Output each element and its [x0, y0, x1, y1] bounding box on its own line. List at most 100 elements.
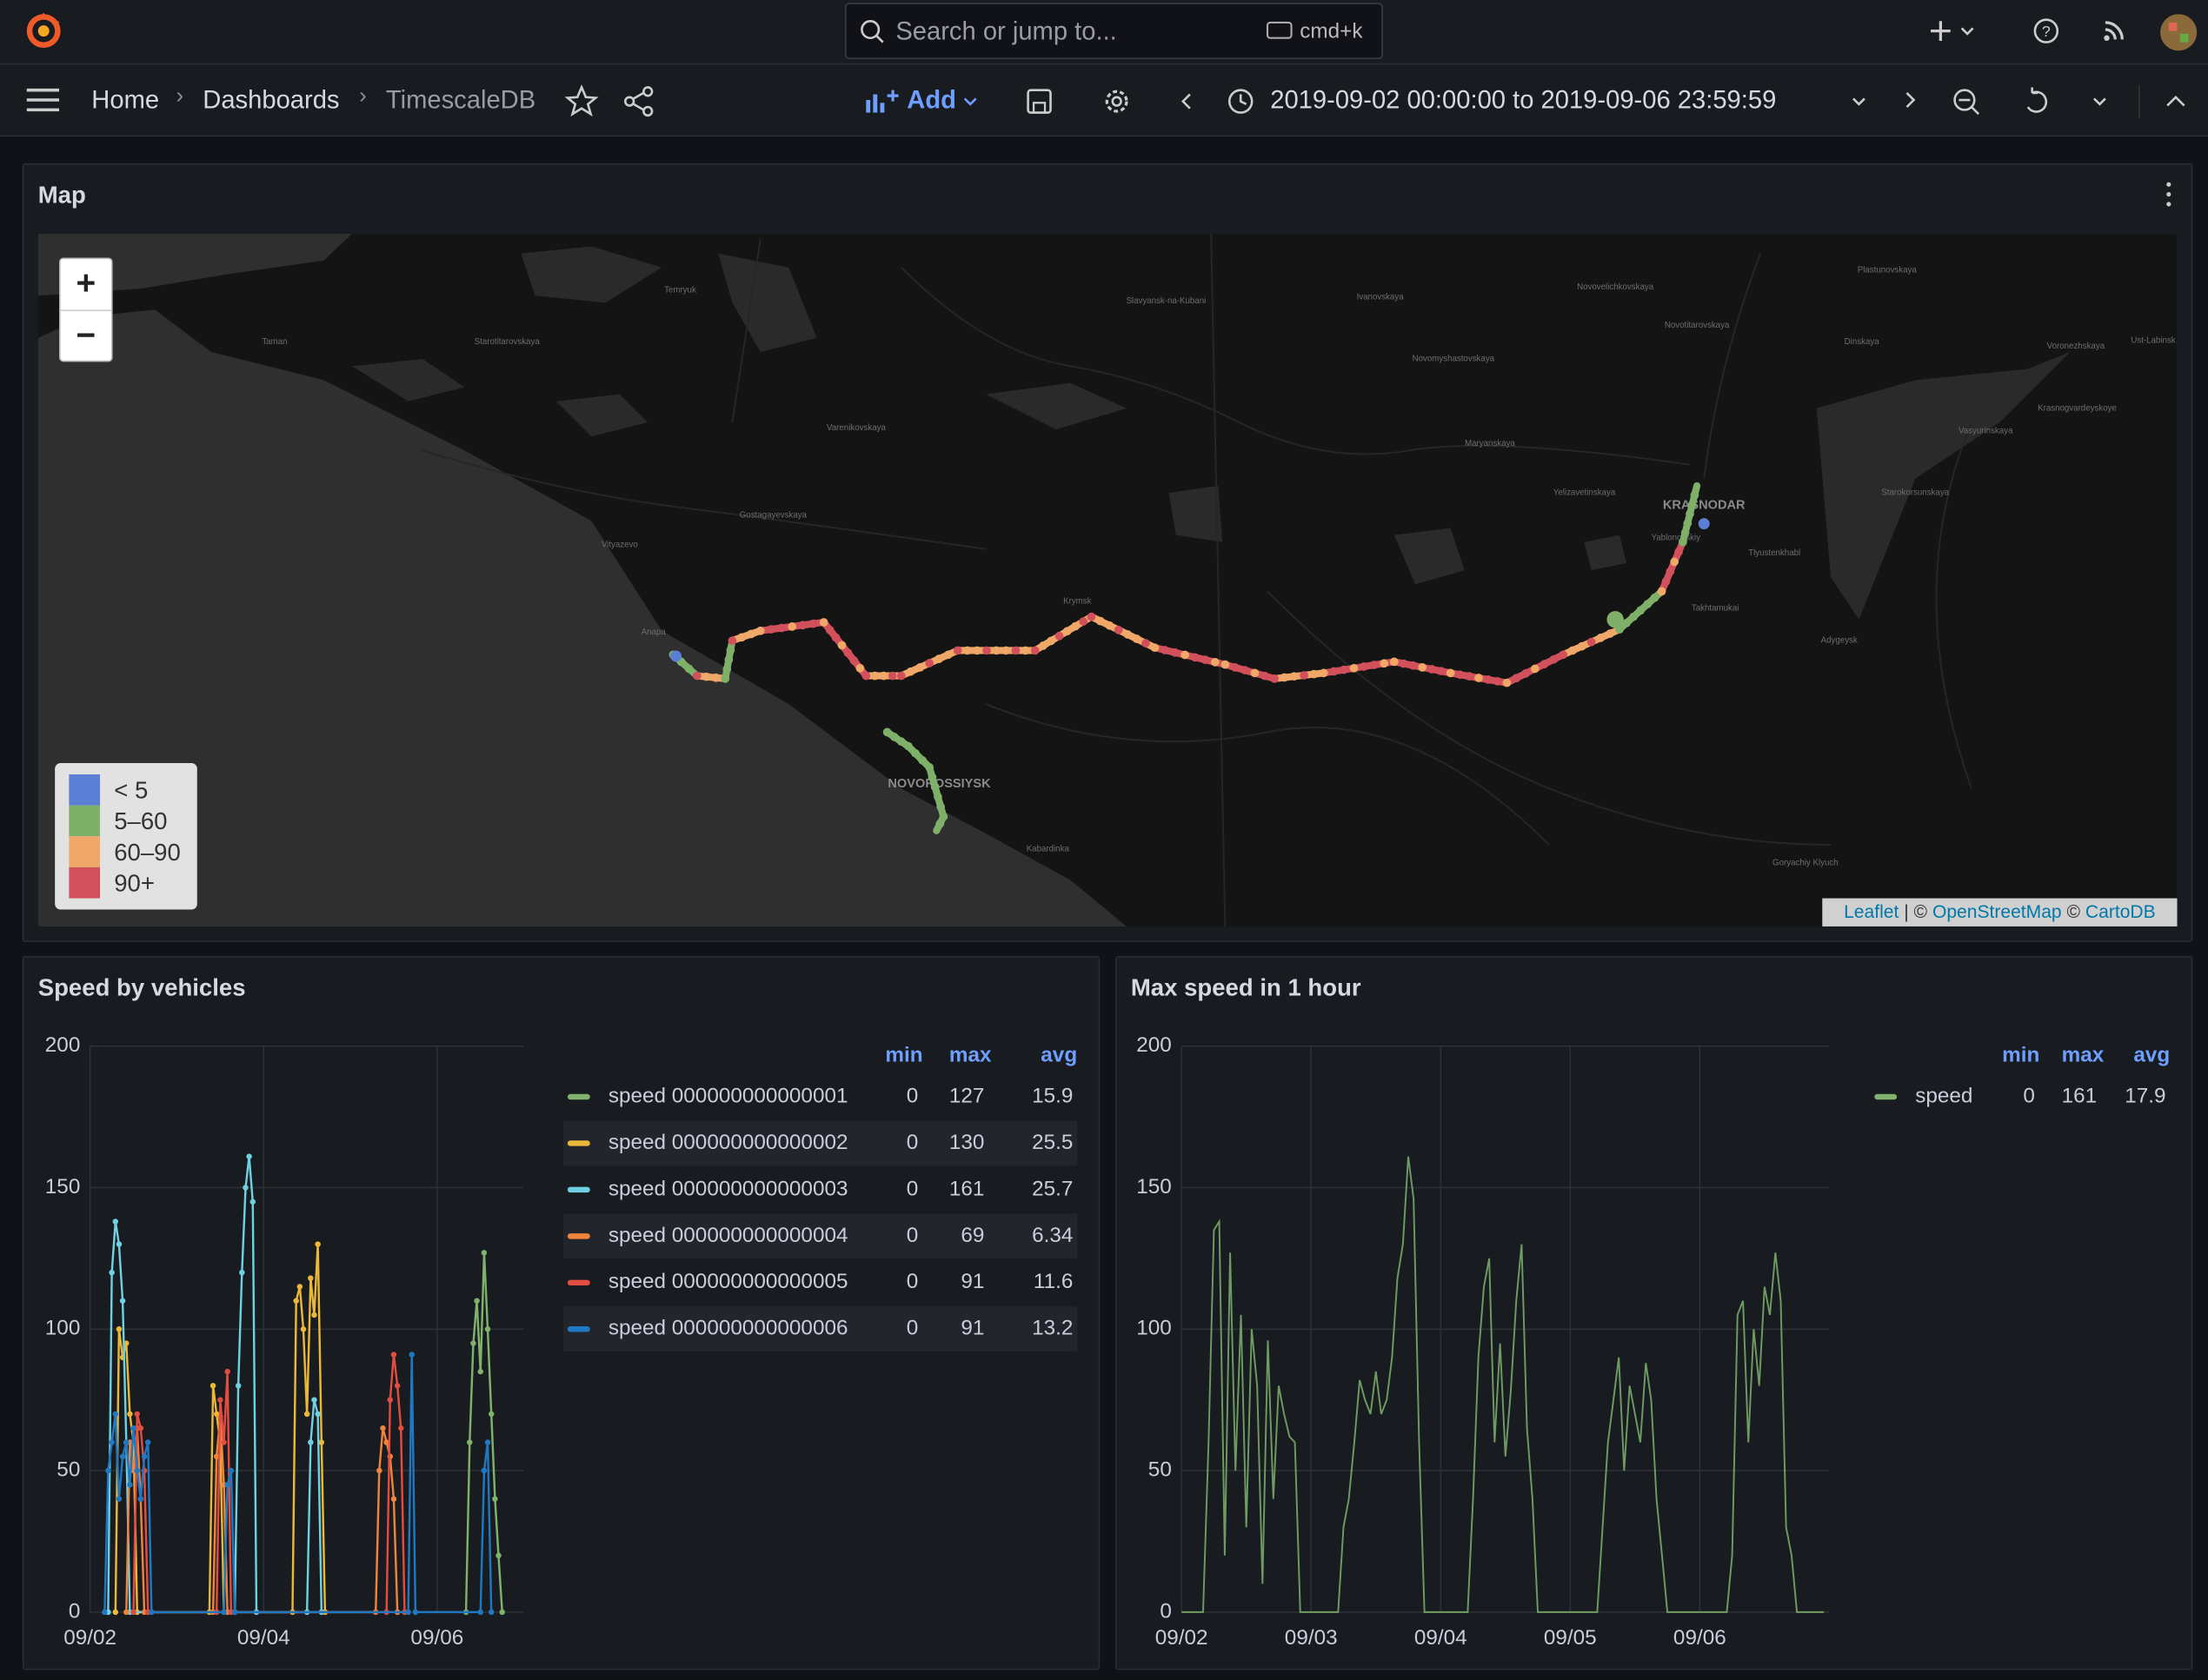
map[interactable]: Temryuk Slavyansk-na-Kubani Ivanovskaya Nov…: [37, 233, 2178, 926]
route-point: [1636, 606, 1646, 615]
breadcrumb[interactable]: Home: [91, 85, 160, 115]
x-tick-label: 09/05: [1544, 1626, 1597, 1650]
data-point: [123, 1439, 130, 1445]
place-label: Goryachiy Klyuch: [1772, 859, 1839, 868]
grafana-logo[interactable]: [24, 10, 67, 52]
data-point: [246, 1153, 252, 1159]
route-segment: [883, 728, 912, 750]
chart-panel: Max speed in 1 hour 0 50 100 150 200 09/02 09/…: [1115, 955, 2193, 1670]
data-point: [130, 1609, 136, 1616]
legend-swatch: [69, 805, 101, 837]
toolbar-right-icons[interactable]: [1845, 84, 2197, 119]
data-point: [300, 1326, 307, 1332]
route-point: [1087, 612, 1096, 621]
legend-row-bg: [563, 1120, 1078, 1166]
y-tick-label: 100: [45, 1317, 81, 1340]
route-point: [915, 663, 925, 672]
attribution-link[interactable]: CartoDB: [2085, 900, 2156, 923]
data-point: [112, 1411, 119, 1418]
data-point: [412, 1609, 419, 1616]
route-segment: [693, 672, 729, 682]
route-point: [831, 633, 841, 642]
data-point: [318, 1439, 325, 1445]
data-point: [149, 1609, 155, 1616]
data-point: [249, 1199, 256, 1205]
route-point: [728, 636, 737, 645]
place-label: Maryanskaya: [1465, 439, 1515, 448]
data-point: [308, 1439, 314, 1445]
data-point: [383, 1439, 389, 1445]
route-point: [930, 782, 940, 792]
legend-row-bg: [563, 1306, 1078, 1352]
time-range[interactable]: 2019-09-02 00:00:00 to 2019-09-06 23:59:…: [1270, 85, 1777, 115]
legend-value: 161: [2062, 1084, 2098, 1107]
data-point: [492, 1496, 498, 1502]
data-point: [296, 1284, 303, 1290]
data-point: [137, 1425, 144, 1431]
legend-swatch: [69, 867, 101, 899]
panel-menu[interactable]: [2163, 176, 2174, 213]
data-point: [315, 1241, 321, 1247]
route-point: [1071, 621, 1080, 631]
route-point: [1418, 663, 1427, 672]
route-point: [904, 741, 913, 751]
route-point: [1680, 528, 1690, 537]
legend-swatch: [69, 836, 101, 867]
zoom-in[interactable]: +: [60, 259, 111, 312]
route-segment: [728, 627, 764, 645]
place-label: Taman: [262, 337, 287, 347]
place-label: Anapa: [642, 628, 667, 637]
route-point: [737, 633, 747, 642]
route-point: [724, 655, 734, 664]
route-point: [1260, 671, 1269, 681]
attribution-link[interactable]: Leaflet: [1844, 900, 1899, 923]
route-point: [722, 665, 732, 674]
breadcrumb[interactable]: Dashboards: [203, 85, 340, 115]
route-point: [1079, 617, 1088, 626]
series-line: [103, 1354, 493, 1614]
zoom-out[interactable]: −: [76, 316, 96, 355]
legend-name: speed 000000000000006: [609, 1317, 848, 1340]
add-button[interactable]: Add: [907, 85, 956, 115]
sea: [37, 233, 353, 296]
star-share-icons[interactable]: [563, 83, 662, 120]
route-point: [1047, 636, 1056, 646]
data-point: [293, 1298, 299, 1304]
breadcrumb: TimescaleDB: [385, 85, 536, 115]
time-icons[interactable]: [1176, 87, 1260, 118]
x-tick-label: 09/04: [237, 1626, 290, 1650]
route: [668, 481, 1710, 834]
route-point: [1502, 678, 1512, 687]
attribution-link[interactable]: OpenStreetMap: [1932, 900, 2062, 923]
data-point: [144, 1439, 151, 1445]
data-point: [105, 1467, 111, 1474]
legend-swatch: [567, 1140, 590, 1146]
route-point: [1436, 667, 1446, 676]
legend-swatch: [567, 1093, 590, 1100]
legend-name: speed 000000000000003: [609, 1177, 848, 1200]
data-point: [116, 1496, 123, 1502]
legend-value: 161: [949, 1177, 985, 1200]
route-point: [767, 625, 775, 634]
route-point: [934, 654, 943, 664]
data-point: [470, 1340, 476, 1346]
route-point: [702, 672, 711, 681]
data-point: [119, 1298, 126, 1304]
legend-swatch: [69, 774, 101, 806]
route-point: [1062, 627, 1072, 636]
route-point: [693, 671, 702, 681]
data-point: [137, 1496, 144, 1502]
data-point: [112, 1218, 119, 1225]
toolbar-icons[interactable]: [961, 87, 1144, 118]
route-point: [684, 664, 694, 674]
route-point: [1161, 646, 1169, 654]
route-point: [1577, 641, 1586, 651]
route-point: [1549, 654, 1559, 664]
panel-title: Max speed in 1 hour: [1130, 974, 1361, 1001]
lakes: [352, 246, 2071, 620]
menu-icon[interactable]: [24, 84, 63, 118]
search-box[interactable]: Search or jump to... cmd+k: [845, 3, 1383, 60]
add-icon: [866, 90, 899, 113]
topbar-icons[interactable]: ?: [1922, 14, 2204, 51]
place-label: Novotitarovskaya: [1665, 321, 1730, 330]
